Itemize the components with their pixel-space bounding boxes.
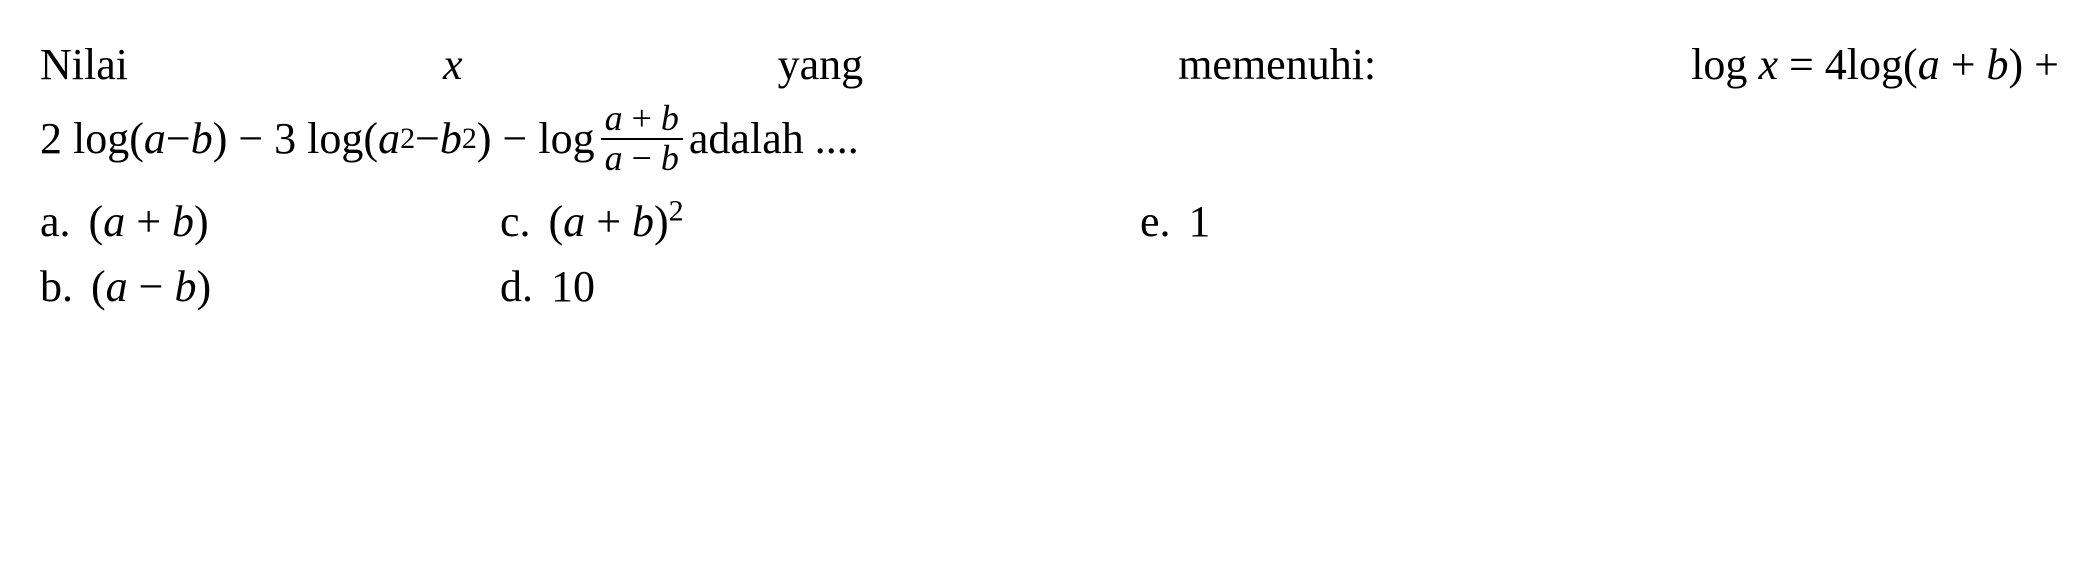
option-empty (1140, 261, 2059, 312)
option-e: e. 1 (1140, 196, 2059, 247)
option-c: c. (a + b)2 (500, 196, 1140, 247)
fraction-denominator: a − b (601, 138, 683, 178)
option-d: d. 10 (500, 261, 1140, 312)
option-b: b. (a − b) (40, 261, 500, 312)
option-value: (a + b) (89, 196, 209, 247)
fraction: a + b a − b (601, 100, 683, 178)
options-grid: a. (a + b) c. (a + b)2 e. 1 b. (a − b) d… (40, 196, 2059, 312)
option-a: a. (a + b) (40, 196, 500, 247)
variable-x: x (443, 30, 463, 100)
option-letter: e. (1140, 196, 1171, 247)
option-letter: c. (500, 196, 531, 247)
word-yang: yang (778, 30, 864, 100)
option-value: 1 (1189, 196, 1211, 247)
option-letter: a. (40, 196, 71, 247)
question-line-1: Nilai x yang memenuhi: log x = 4log(a + … (40, 30, 2059, 100)
question-block: Nilai x yang memenuhi: log x = 4log(a + … (40, 30, 2059, 178)
word-adalah: adalah .... (689, 104, 859, 174)
option-value: 10 (551, 261, 595, 312)
fraction-numerator: a + b (601, 100, 683, 138)
question-line-2: 2 log(a − b) − 3 log(a2 − b2) − log a + … (40, 100, 2059, 178)
word-nilai: Nilai (40, 30, 128, 100)
option-value: (a + b)2 (549, 196, 684, 247)
option-value: (a − b) (91, 261, 211, 312)
equation-part-1: log x = 4log(a + b) + (1691, 30, 2059, 100)
option-letter: d. (500, 261, 533, 312)
word-memenuhi: memenuhi: (1178, 30, 1376, 100)
option-letter: b. (40, 261, 73, 312)
